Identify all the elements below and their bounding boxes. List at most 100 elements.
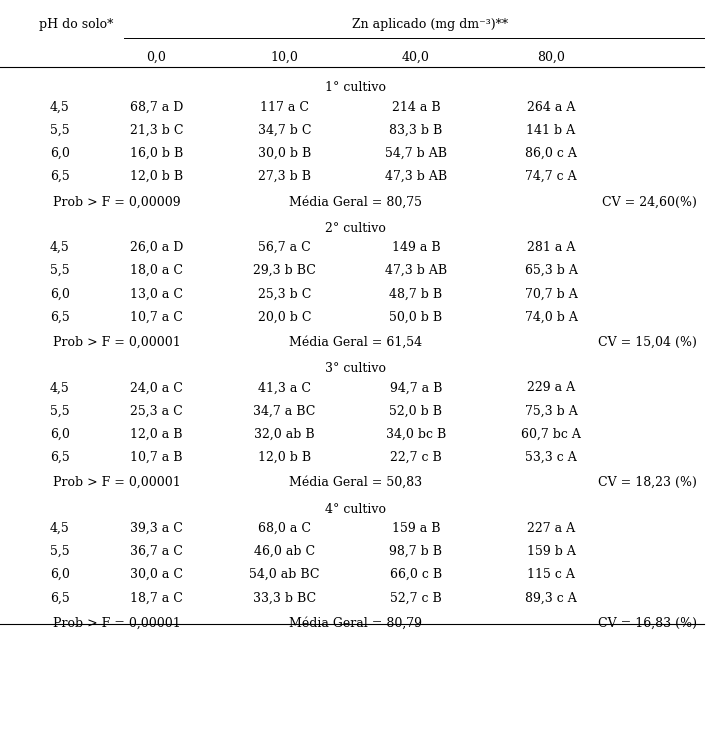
Text: 41,3 a C: 41,3 a C — [258, 382, 311, 394]
Text: 6,5: 6,5 — [50, 311, 70, 324]
Text: 264 a A: 264 a A — [527, 100, 575, 114]
Text: 98,7 b B: 98,7 b B — [390, 545, 442, 558]
Text: 48,7 b B: 48,7 b B — [390, 287, 442, 300]
Text: 2° cultivo: 2° cultivo — [325, 222, 386, 235]
Text: 54,7 b AB: 54,7 b AB — [385, 147, 447, 160]
Text: 159 a B: 159 a B — [392, 522, 440, 535]
Text: Média Geral = 80,79: Média Geral = 80,79 — [289, 616, 422, 630]
Text: Prob > F = 0,00001: Prob > F = 0,00001 — [53, 336, 181, 349]
Text: Média Geral = 61,54: Média Geral = 61,54 — [289, 336, 422, 349]
Text: 12,0 b B: 12,0 b B — [130, 170, 183, 183]
Text: 47,3 b AB: 47,3 b AB — [385, 264, 447, 277]
Text: 12,0 a B: 12,0 a B — [130, 428, 183, 441]
Text: 227 a A: 227 a A — [527, 522, 575, 535]
Text: 50,0 b B: 50,0 b B — [390, 311, 442, 324]
Text: 12,0 b B: 12,0 b B — [258, 451, 311, 464]
Text: 89,3 c A: 89,3 c A — [525, 591, 577, 604]
Text: pH do solo*: pH do solo* — [39, 18, 114, 32]
Text: 34,7 b C: 34,7 b C — [257, 124, 311, 137]
Text: 94,7 a B: 94,7 a B — [390, 382, 442, 394]
Text: Prob > F = 0,00001: Prob > F = 0,00001 — [53, 616, 181, 630]
Text: 4,5: 4,5 — [50, 241, 70, 254]
Text: 47,3 b AB: 47,3 b AB — [385, 170, 447, 183]
Text: 21,3 b C: 21,3 b C — [129, 124, 183, 137]
Text: 66,0 c B: 66,0 c B — [390, 568, 442, 582]
Text: 16,0 b B: 16,0 b B — [130, 147, 183, 160]
Text: 5,5: 5,5 — [50, 124, 70, 137]
Text: 141 b A: 141 b A — [526, 124, 576, 137]
Text: 39,3 a C: 39,3 a C — [130, 522, 183, 535]
Text: 70,7 b A: 70,7 b A — [525, 287, 577, 300]
Text: CV = 24,60(%): CV = 24,60(%) — [602, 196, 697, 208]
Text: 4,5: 4,5 — [50, 100, 70, 114]
Text: 281 a A: 281 a A — [527, 241, 575, 254]
Text: 4° cultivo: 4° cultivo — [325, 503, 386, 516]
Text: 27,3 b B: 27,3 b B — [258, 170, 311, 183]
Text: 18,0 a C: 18,0 a C — [130, 264, 183, 277]
Text: 214 a B: 214 a B — [392, 100, 440, 114]
Text: 29,3 b BC: 29,3 b BC — [253, 264, 316, 277]
Text: 56,7 a C: 56,7 a C — [258, 241, 311, 254]
Text: 229 a A: 229 a A — [527, 382, 575, 394]
Text: 10,0: 10,0 — [270, 50, 299, 63]
Text: 86,0 c A: 86,0 c A — [525, 147, 577, 160]
Text: 10,7 a B: 10,7 a B — [130, 451, 183, 464]
Text: 6,0: 6,0 — [50, 428, 70, 441]
Text: CV = 16,83 (%): CV = 16,83 (%) — [598, 616, 697, 630]
Text: CV = 15,04 (%): CV = 15,04 (%) — [598, 336, 697, 349]
Text: 0,0: 0,0 — [146, 50, 166, 63]
Text: 80,0: 80,0 — [537, 50, 565, 63]
Text: Média Geral = 80,75: Média Geral = 80,75 — [289, 196, 422, 208]
Text: 149 a B: 149 a B — [392, 241, 440, 254]
Text: 1° cultivo: 1° cultivo — [325, 81, 386, 94]
Text: 117 a C: 117 a C — [260, 100, 309, 114]
Text: 26,0 a D: 26,0 a D — [129, 241, 183, 254]
Text: 54,0 ab BC: 54,0 ab BC — [249, 568, 320, 582]
Text: 4,5: 4,5 — [50, 522, 70, 535]
Text: 46,0 ab C: 46,0 ab C — [254, 545, 315, 558]
Text: 5,5: 5,5 — [50, 264, 70, 277]
Text: 115 c A: 115 c A — [527, 568, 575, 582]
Text: 68,0 a C: 68,0 a C — [258, 522, 311, 535]
Text: 52,7 c B: 52,7 c B — [390, 591, 442, 604]
Text: 32,0 ab B: 32,0 ab B — [254, 428, 315, 441]
Text: 30,0 a C: 30,0 a C — [130, 568, 183, 582]
Text: 20,0 b C: 20,0 b C — [257, 311, 311, 324]
Text: 53,3 c A: 53,3 c A — [525, 451, 577, 464]
Text: 13,0 a C: 13,0 a C — [130, 287, 183, 300]
Text: 5,5: 5,5 — [50, 404, 70, 418]
Text: 3° cultivo: 3° cultivo — [325, 362, 386, 376]
Text: 83,3 b B: 83,3 b B — [390, 124, 442, 137]
Text: 6,0: 6,0 — [50, 147, 70, 160]
Text: 65,3 b A: 65,3 b A — [525, 264, 577, 277]
Text: 159 b A: 159 b A — [527, 545, 575, 558]
Text: 74,0 b A: 74,0 b A — [525, 311, 577, 324]
Text: 10,7 a C: 10,7 a C — [130, 311, 183, 324]
Text: 6,0: 6,0 — [50, 287, 70, 300]
Text: 25,3 a C: 25,3 a C — [130, 404, 183, 418]
Text: 74,7 c A: 74,7 c A — [525, 170, 577, 183]
Text: 75,3 b A: 75,3 b A — [525, 404, 577, 418]
Text: Média Geral = 50,83: Média Geral = 50,83 — [289, 476, 422, 489]
Text: 6,0: 6,0 — [50, 568, 70, 582]
Text: Prob > F = 0,00001: Prob > F = 0,00001 — [53, 476, 181, 489]
Text: Prob > F = 0,00009: Prob > F = 0,00009 — [53, 196, 181, 208]
Text: 36,7 a C: 36,7 a C — [130, 545, 183, 558]
Text: CV = 18,23 (%): CV = 18,23 (%) — [598, 476, 697, 489]
Text: 6,5: 6,5 — [50, 451, 70, 464]
Text: 5,5: 5,5 — [50, 545, 70, 558]
Text: 18,7 a C: 18,7 a C — [130, 591, 183, 604]
Text: 68,7 a D: 68,7 a D — [129, 100, 183, 114]
Text: 6,5: 6,5 — [50, 170, 70, 183]
Text: 34,0 bc B: 34,0 bc B — [386, 428, 446, 441]
Text: 52,0 b B: 52,0 b B — [390, 404, 442, 418]
Text: 34,7 a BC: 34,7 a BC — [253, 404, 316, 418]
Text: 4,5: 4,5 — [50, 382, 70, 394]
Text: 30,0 b B: 30,0 b B — [258, 147, 311, 160]
Text: 60,7 bc A: 60,7 bc A — [521, 428, 581, 441]
Text: 24,0 a C: 24,0 a C — [130, 382, 183, 394]
Text: Zn aplicado (mg dm⁻³)**: Zn aplicado (mg dm⁻³)** — [352, 18, 508, 32]
Text: 25,3 b C: 25,3 b C — [257, 287, 311, 300]
Text: 22,7 c B: 22,7 c B — [390, 451, 442, 464]
Text: 33,3 b BC: 33,3 b BC — [253, 591, 316, 604]
